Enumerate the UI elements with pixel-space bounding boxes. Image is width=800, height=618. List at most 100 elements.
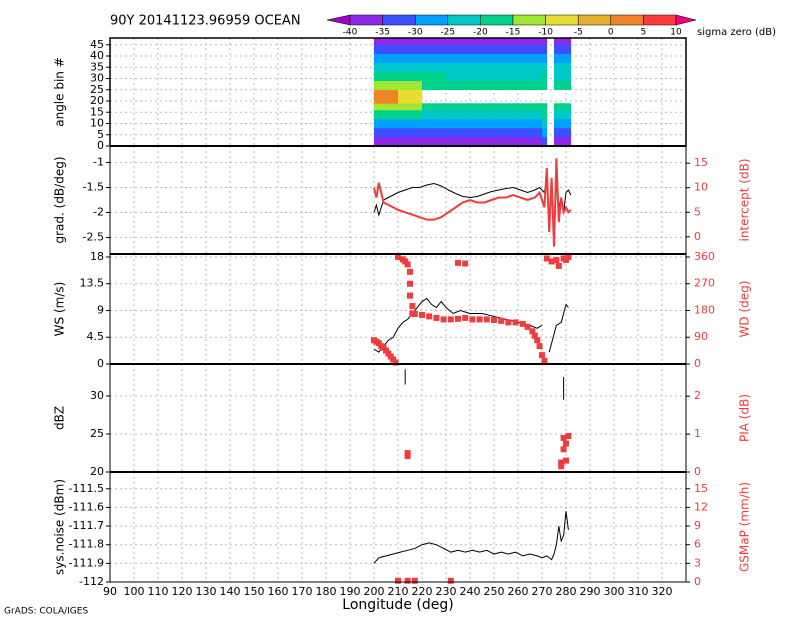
heat-cell: [518, 62, 543, 73]
heat-cell: [542, 71, 548, 82]
x-tick-label: 120: [172, 585, 193, 598]
y-axis-label: angle bin #: [53, 57, 67, 127]
y-tick-label: 10: [90, 117, 104, 130]
x-tick-label: 310: [628, 585, 649, 598]
heat-cell: [494, 137, 519, 147]
heat-cell: [422, 128, 447, 138]
x-tick-label: 290: [580, 585, 601, 598]
heat-cell: [374, 119, 399, 129]
heat-cell: [554, 53, 562, 64]
heat-cell: [518, 38, 543, 46]
heat-cell: [398, 128, 423, 138]
y2-tick-label: 0: [694, 230, 701, 243]
heat-cell: [374, 110, 399, 120]
colorbar-tick-label: -30: [408, 28, 423, 38]
heat-cell: [494, 103, 519, 111]
heat-cell: [398, 89, 423, 104]
scatter-point: [560, 446, 567, 453]
heat-cell: [470, 128, 495, 138]
x-tick-label: 250: [484, 585, 505, 598]
scatter-point: [407, 292, 413, 299]
footer: GrADS: COLA/IGES: [4, 607, 88, 617]
y-tick-label: 30: [90, 389, 104, 402]
heat-cell: [561, 103, 572, 111]
scatter-point: [531, 332, 538, 339]
scatter-point: [455, 259, 461, 266]
scatter-point: [565, 253, 572, 260]
heat-cell: [542, 103, 548, 111]
heat-cell: [398, 137, 423, 147]
colorbar-tick-label: -5: [574, 28, 583, 38]
scatter-point: [560, 434, 567, 441]
x-tick-label: 130: [196, 585, 217, 598]
heat-cell: [542, 137, 548, 147]
x-axis-label: Longitude (deg): [342, 597, 453, 613]
scatter-point: [476, 316, 483, 323]
colorbar-segment: [512, 14, 546, 26]
scatter-point: [426, 313, 433, 320]
heat-cell: [374, 103, 399, 111]
scatter-point: [483, 316, 490, 323]
colorbar-segment: [545, 14, 579, 26]
heat-cell: [398, 119, 423, 129]
x-tick-label: 210: [388, 585, 409, 598]
heat-cell: [494, 62, 519, 73]
heat-cell: [470, 110, 495, 120]
scatter-point: [555, 262, 562, 269]
y-tick-label: 45: [90, 38, 104, 51]
heat-cell: [561, 62, 572, 73]
heat-cell: [422, 119, 447, 129]
y-tick-label: 20: [90, 94, 104, 107]
heat-cell: [561, 80, 572, 91]
heat-cell: [518, 80, 543, 91]
scatter-point: [407, 280, 413, 287]
heat-cell: [518, 53, 543, 64]
heat-cell: [518, 44, 543, 55]
scatter-point: [563, 457, 569, 464]
heat-cell: [374, 38, 399, 46]
x-tick-label: 150: [244, 585, 265, 598]
scatter-point: [548, 258, 555, 265]
x-tick-label: 160: [268, 585, 289, 598]
scatter-point: [409, 303, 416, 310]
y2-tick-label: 360: [694, 250, 715, 263]
y2-axis-label: PIA (dB): [738, 394, 752, 442]
heat-cell: [561, 44, 572, 55]
heat-cell: [470, 62, 495, 73]
scatter-point: [395, 253, 401, 260]
heat-cell: [422, 137, 447, 147]
heat-cell: [561, 119, 572, 129]
colorbar-tick-label: 5: [641, 28, 647, 38]
scatter-point: [440, 316, 447, 323]
heat-cell: [554, 137, 562, 147]
heat-cell: [494, 44, 519, 55]
scatter-point: [404, 577, 411, 584]
y2-axis-label: WD (deg): [738, 281, 752, 338]
y-tick-label: 35: [90, 60, 104, 73]
scatter-point: [541, 358, 548, 365]
y2-axis-label: intercept (dB): [738, 158, 752, 241]
y-tick-label: -2.5: [83, 231, 104, 244]
colorbar-segment: [382, 14, 416, 26]
colorbar-segment: [480, 14, 514, 26]
heat-cell: [561, 110, 572, 120]
heat-cell: [470, 80, 495, 91]
y2-tick-label: 0: [694, 575, 701, 588]
x-tick-label: 280: [556, 585, 577, 598]
scatter-point: [529, 328, 536, 335]
heat-cell: [554, 119, 562, 129]
scatter-point: [469, 316, 476, 323]
y2-tick-label: 15: [694, 156, 708, 169]
y-axis-label: sys.noise (dBm): [53, 479, 67, 575]
chart-title: 90Y 20141123.96959 OCEAN: [110, 14, 301, 29]
heat-cell: [518, 119, 543, 129]
y-axis-label: dBZ: [53, 406, 67, 430]
heat-cell: [542, 110, 548, 120]
heat-cell: [518, 137, 543, 147]
scatter-point: [455, 315, 461, 322]
y2-tick-label: 9: [694, 519, 701, 532]
heat-cell: [446, 38, 471, 46]
heat-cell: [494, 80, 519, 91]
y-tick-label: 15: [90, 105, 104, 118]
